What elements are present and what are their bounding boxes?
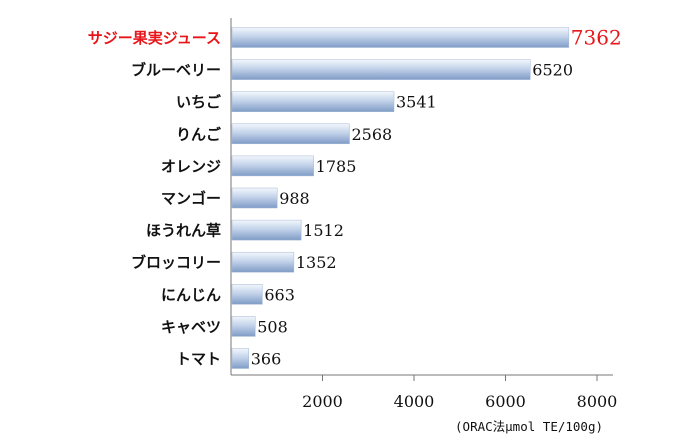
data-label: 366 xyxy=(251,350,282,369)
x-tick-label: 8000 xyxy=(577,392,618,411)
bar xyxy=(231,316,256,337)
data-label: 508 xyxy=(257,317,288,336)
bar xyxy=(231,219,302,241)
bar xyxy=(231,91,395,112)
bar xyxy=(231,348,249,369)
category-label: サジー果実ジュース xyxy=(88,29,221,47)
category-label: りんご xyxy=(176,125,222,143)
data-label: 7362 xyxy=(571,26,622,50)
data-label: 2568 xyxy=(351,125,392,144)
category-label: トマト xyxy=(176,350,221,368)
category-label: ほうれん草 xyxy=(146,222,221,240)
category-label: いちご xyxy=(176,93,222,111)
bar xyxy=(231,155,314,177)
category-label: ブルーベリー xyxy=(131,61,221,79)
bar xyxy=(231,251,295,273)
bar xyxy=(231,59,531,80)
data-label: 1512 xyxy=(303,221,344,240)
data-label: 663 xyxy=(264,285,295,304)
unit-label: (ORAC法μmol TE/100g) xyxy=(455,419,603,434)
data-label: 988 xyxy=(279,189,310,208)
data-label: 6520 xyxy=(532,61,573,80)
data-label: 3541 xyxy=(396,93,437,112)
category-label: キャベツ xyxy=(161,318,221,336)
data-label: 1785 xyxy=(316,157,357,176)
category-label: マンゴー xyxy=(161,190,221,208)
bar xyxy=(231,187,278,209)
category-label: にんじん xyxy=(161,286,221,304)
data-label: 1352 xyxy=(296,253,337,272)
bar xyxy=(231,123,350,145)
category-label: オレンジ xyxy=(161,157,221,175)
category-label: ブロッコリー xyxy=(131,254,221,272)
x-tick-label: 4000 xyxy=(394,392,435,411)
bar xyxy=(231,284,263,305)
bar xyxy=(231,27,570,48)
x-tick-label: 2000 xyxy=(302,392,343,411)
x-tick-label: 6000 xyxy=(485,392,526,411)
